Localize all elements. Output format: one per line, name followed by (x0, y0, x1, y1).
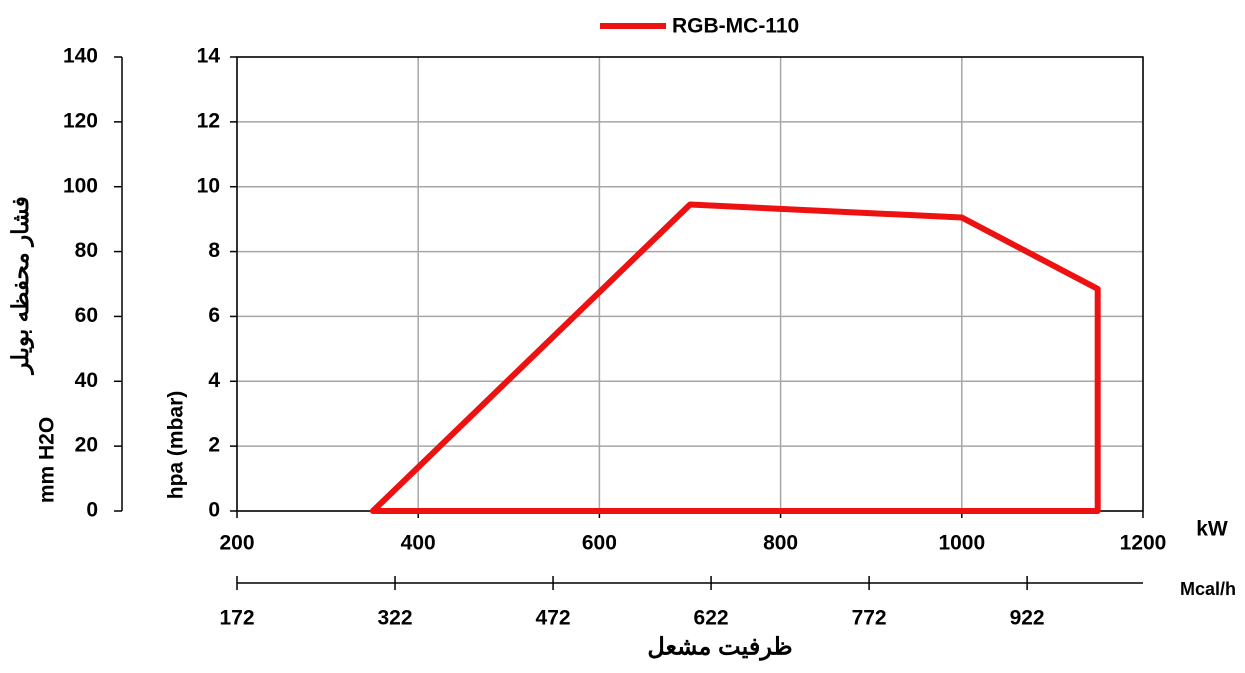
x-tick-label: 600 (582, 532, 617, 555)
y-tick-label: 14 (197, 45, 221, 68)
legend-label: RGB-MC-110 (672, 15, 799, 38)
x-tick-label: 200 (219, 532, 254, 555)
y-tick-label: 2 (208, 434, 220, 457)
x2-tick-label: 922 (1010, 607, 1045, 630)
y-tick-label: 12 (197, 109, 220, 132)
x-tick-label: 400 (401, 532, 436, 555)
y2-tick-label: 140 (63, 45, 98, 68)
x-tick-label: 800 (763, 532, 798, 555)
y-tick-label: 10 (197, 174, 220, 197)
x-axis-label: kW (1196, 518, 1228, 541)
x2-tick-label: 322 (377, 607, 412, 630)
y2-tick-label: 20 (75, 434, 98, 457)
y2-axis-title: فشار محفظه بویلر (7, 196, 35, 375)
x2-tick-label: 172 (219, 607, 254, 630)
x2-tick-label: 622 (694, 607, 729, 630)
series-line (369, 201, 1101, 514)
x-tick-label: 1000 (938, 532, 985, 555)
y2-tick-label: 60 (75, 304, 98, 327)
x2-tick-label: 472 (536, 607, 571, 630)
y-tick-label: 0 (208, 499, 220, 522)
x2-axis-label: Mcal/h (1180, 579, 1236, 599)
y2-tick-label: 80 (75, 239, 98, 262)
y2-tick-label: 0 (86, 499, 98, 522)
y2-axis-label: mm H2O (36, 417, 59, 503)
y-tick-label: 6 (208, 304, 220, 327)
y2-tick-label: 40 (75, 369, 98, 392)
y2-tick-label: 100 (63, 174, 98, 197)
x-tick-label: 1200 (1120, 532, 1167, 555)
y-tick-label: 4 (208, 369, 220, 392)
x2-axis-title: ظرفیت مشعل (647, 633, 792, 661)
y-tick-label: 8 (208, 239, 220, 262)
y-axis-label: hpa (mbar) (165, 391, 188, 500)
x2-tick-label: 772 (852, 607, 887, 630)
y2-tick-label: 120 (63, 109, 98, 132)
